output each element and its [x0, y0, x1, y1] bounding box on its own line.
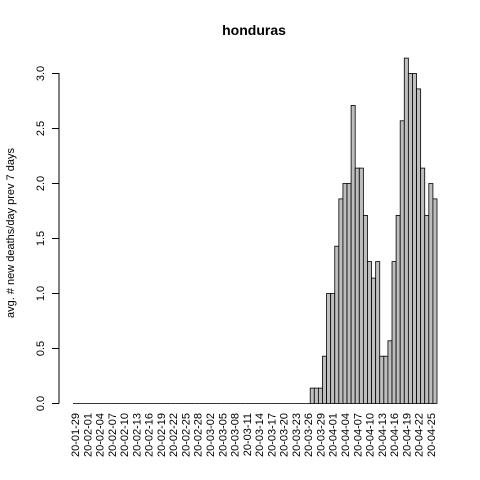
bar: [416, 88, 422, 404]
bar: [428, 183, 434, 404]
x-tick-label: 20-04-01: [328, 413, 340, 457]
x-tick-label: 20-04-19: [401, 413, 413, 457]
bar: [330, 293, 336, 404]
y-tick-label: 1.0: [35, 286, 47, 301]
bar: [412, 73, 417, 404]
bar: [383, 355, 389, 404]
x-tick-label: 20-02-25: [180, 413, 192, 457]
bar: [338, 198, 344, 404]
chart-title: honduras: [222, 22, 286, 38]
y-tick-label: 2.0: [35, 176, 47, 191]
bar: [371, 277, 377, 404]
bars: [73, 57, 438, 404]
bar: [424, 214, 430, 404]
x-tick-label: 20-02-04: [95, 413, 107, 457]
bar: [334, 245, 340, 404]
bar: [391, 261, 397, 404]
x-tick-label: 20-04-10: [365, 413, 377, 457]
y-tick-label: 1.5: [35, 231, 47, 246]
x-tick-label: 20-04-13: [377, 413, 389, 457]
bar: [346, 183, 352, 404]
bar: [407, 73, 413, 404]
bar: [362, 214, 368, 404]
x-tick-label: 20-02-07: [107, 413, 119, 457]
x-tick-label: 20-04-25: [426, 413, 438, 457]
x-tick-label: 20-04-07: [352, 413, 364, 457]
x-tick-label: 20-01-29: [70, 413, 82, 457]
x-tick-label: 20-03-05: [217, 413, 229, 457]
x-tick-label: 20-02-16: [144, 413, 156, 457]
bar: [395, 214, 401, 404]
x-tick-label: 20-04-22: [414, 413, 426, 457]
bar: [358, 167, 364, 404]
bar: [379, 355, 385, 404]
x-tick-label: 20-02-22: [168, 413, 180, 457]
bar: [375, 261, 381, 404]
y-tick-label: 0.5: [35, 341, 47, 356]
x-tick-label: 20-03-29: [315, 413, 327, 457]
bar: [387, 340, 393, 404]
bar: [399, 120, 405, 404]
bar: [322, 355, 327, 404]
x-tick-label: 20-02-13: [131, 413, 143, 457]
bar: [367, 261, 372, 404]
y-axis-label: avg. # new deaths/day prev 7 days: [5, 148, 17, 318]
x-tick-label: 20-02-19: [156, 413, 168, 457]
bar: [313, 387, 319, 404]
bar: [326, 293, 332, 404]
bar: [309, 387, 315, 404]
x-tick-label: 20-02-01: [82, 413, 94, 457]
x-tick-label: 20-03-11: [242, 413, 254, 456]
x-tick-label: 20-03-26: [303, 413, 315, 457]
y-tick-label: 0.0: [35, 396, 47, 411]
x-tick-label: 20-03-17: [266, 413, 278, 457]
x-tick-label: 20-03-14: [254, 413, 266, 457]
x-tick-label: 20-04-16: [389, 413, 401, 457]
x-ticks: 20-01-29 20-02-01 20-02-04 20-02-07 20-02-10…: [70, 413, 438, 457]
x-tick-label: 20-02-10: [119, 413, 131, 457]
y-tick-label: 2.5: [35, 121, 47, 136]
bar: [420, 167, 426, 404]
bar: [432, 198, 438, 404]
bar: [317, 387, 323, 404]
x-tick-label: 20-02-28: [193, 413, 205, 457]
x-tick-label: 20-03-08: [230, 413, 242, 457]
bar: [350, 105, 356, 404]
x-tick-label: 20-03-20: [279, 413, 291, 457]
y-tick-label: 3.0: [35, 66, 47, 81]
bar: [354, 167, 360, 404]
x-tick-label: 20-03-23: [291, 413, 303, 457]
x-tick-label: 20-04-04: [340, 413, 352, 457]
x-tick-label: 20-03-02: [205, 413, 217, 457]
bar: [342, 183, 348, 404]
bar: [403, 57, 409, 404]
y-ticks: 0.0 0.5 1.0 1.5 2.0 2.5 3.0: [35, 66, 59, 411]
